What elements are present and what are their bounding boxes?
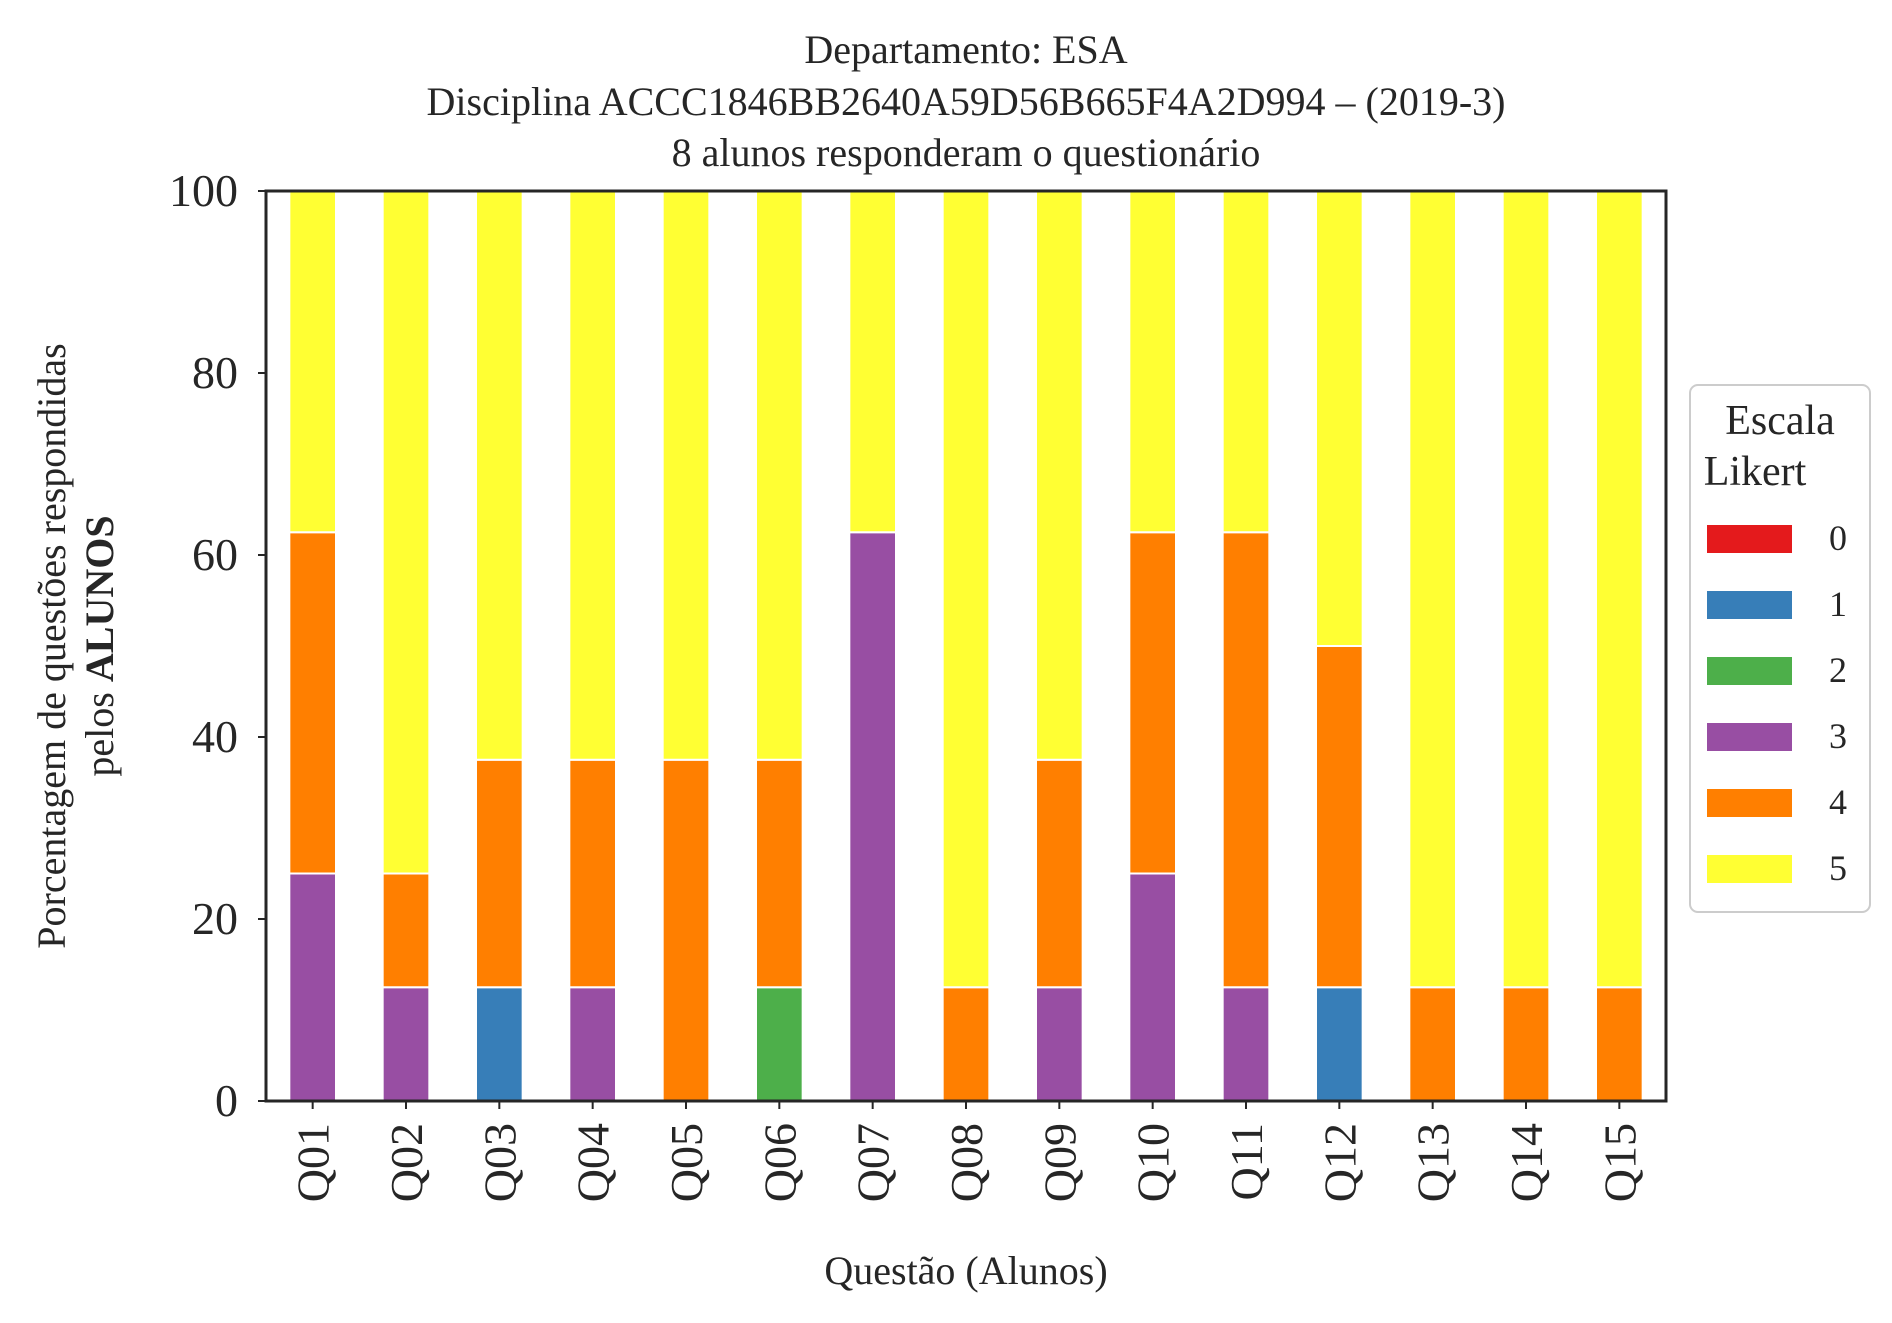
legend-swatch-5 bbox=[1707, 855, 1792, 883]
x-tick-label-q03: Q03 bbox=[474, 1123, 525, 1202]
x-tick-label-q12: Q12 bbox=[1314, 1123, 1365, 1202]
bar-segment-q04-scale-3 bbox=[568, 986, 617, 1102]
bar-segment-q10-scale-3 bbox=[1128, 872, 1178, 1102]
legend-label-0: 0 bbox=[1829, 518, 1847, 558]
legend-label-5: 5 bbox=[1829, 848, 1847, 888]
bar-segment-q05-scale-5 bbox=[661, 190, 711, 761]
bar-segment-q15-scale-4 bbox=[1595, 986, 1644, 1102]
y-axis-label: Porcentagem de questões respondidas pelo… bbox=[29, 343, 122, 948]
plot-area-frame bbox=[264, 189, 1668, 1103]
bar-segment-q08-scale-4 bbox=[941, 986, 991, 1102]
bar-segment-q02-scale-4 bbox=[381, 872, 431, 989]
bar-segment-q11-scale-3 bbox=[1221, 986, 1271, 1102]
bar-segment-q08-scale-5 bbox=[941, 190, 991, 989]
x-tick-label-q13: Q13 bbox=[1408, 1123, 1459, 1202]
bar-segment-q01-scale-4 bbox=[288, 531, 338, 875]
legend-label-2: 2 bbox=[1829, 650, 1847, 690]
bar-segment-q09-scale-3 bbox=[1035, 986, 1084, 1102]
legend-title-line-2: Likert bbox=[1704, 449, 1807, 495]
bar-segment-q02-scale-3 bbox=[381, 986, 431, 1102]
title-line-3: 8 alunos responderam o questionário bbox=[672, 130, 1261, 175]
legend-swatch-1 bbox=[1707, 591, 1792, 619]
bar-segment-q06-scale-2 bbox=[755, 986, 804, 1102]
legend-swatch-2 bbox=[1707, 657, 1792, 685]
bar-segment-q04-scale-5 bbox=[568, 190, 617, 761]
legend-swatch-3 bbox=[1707, 723, 1792, 751]
bar-segment-q14-scale-4 bbox=[1501, 986, 1551, 1102]
x-tick-label-q14: Q14 bbox=[1501, 1123, 1552, 1202]
title-line-1: Departamento: ESA bbox=[804, 27, 1127, 72]
bar-segment-q12-scale-4 bbox=[1315, 645, 1364, 989]
bar-segment-q12-scale-5 bbox=[1315, 190, 1364, 647]
bar-segment-q07-scale-5 bbox=[848, 190, 897, 534]
y-axis-label-line-1: Porcentagem de questões respondidas bbox=[29, 343, 74, 948]
legend-label-3: 3 bbox=[1829, 716, 1847, 756]
y-axis-label-line-2: pelos ALUNOS bbox=[77, 515, 122, 776]
x-tick-label-q10: Q10 bbox=[1128, 1123, 1179, 1202]
bars-group bbox=[288, 190, 1644, 1102]
bar-segment-q07-scale-3 bbox=[848, 531, 897, 1102]
x-tick-label-q08: Q08 bbox=[941, 1123, 992, 1202]
legend-frame bbox=[1689, 384, 1871, 913]
y-tick-label-0: 0 bbox=[215, 1075, 238, 1126]
bar-segment-q15-scale-5 bbox=[1595, 190, 1644, 989]
bar-segment-q09-scale-5 bbox=[1035, 190, 1084, 761]
x-tick-label-q07: Q07 bbox=[848, 1123, 899, 1202]
title-line-2: Disciplina ACCC1846BB2640A59D56B665F4A2D… bbox=[427, 79, 1506, 124]
y-tick-label-20: 20 bbox=[192, 893, 238, 944]
bar-segment-q11-scale-5 bbox=[1221, 190, 1271, 534]
y-tick-label-100: 100 bbox=[169, 165, 238, 216]
bar-segment-q09-scale-4 bbox=[1035, 758, 1084, 989]
bar-segment-q05-scale-4 bbox=[661, 758, 711, 1102]
legend-items: 0 1 2 3 4 5 bbox=[1707, 518, 1847, 888]
y-axis-ticks: 0 20 40 60 80 100 bbox=[169, 165, 266, 1126]
bar-segment-q03-scale-5 bbox=[475, 190, 524, 761]
x-axis-ticks: Q01 Q02 Q03 Q04 Q05 Q06 Q07 Q08 Q09 Q10 Q11 Q12 Q13 Q… bbox=[288, 1101, 1645, 1202]
x-tick-label-q09: Q09 bbox=[1034, 1123, 1085, 1202]
legend: Escala Likert 0 1 2 3 4 5 bbox=[1689, 384, 1871, 913]
bar-segment-q01-scale-5 bbox=[288, 190, 338, 534]
x-tick-label-q06: Q06 bbox=[754, 1123, 805, 1202]
bar-segment-q14-scale-5 bbox=[1501, 190, 1551, 989]
bar-segment-q03-scale-4 bbox=[475, 758, 524, 989]
bar-segment-q13-scale-5 bbox=[1408, 190, 1458, 989]
bar-segment-q03-scale-1 bbox=[475, 986, 524, 1102]
legend-swatch-4 bbox=[1707, 789, 1792, 817]
bar-segment-q04-scale-4 bbox=[568, 758, 617, 989]
x-tick-label-q15: Q15 bbox=[1594, 1123, 1645, 1202]
bar-segment-q13-scale-4 bbox=[1408, 986, 1458, 1102]
legend-label-1: 1 bbox=[1829, 584, 1847, 624]
bar-segment-q10-scale-5 bbox=[1128, 190, 1178, 534]
x-axis-label: Questão (Alunos) bbox=[824, 1248, 1107, 1293]
bar-segment-q10-scale-4 bbox=[1128, 531, 1178, 875]
legend-title-line-1: Escala bbox=[1725, 398, 1835, 444]
x-tick-label-q02: Q02 bbox=[381, 1123, 432, 1202]
y-tick-label-80: 80 bbox=[192, 347, 238, 398]
legend-label-4: 4 bbox=[1829, 782, 1847, 822]
x-tick-label-q11: Q11 bbox=[1221, 1123, 1272, 1201]
x-tick-label-q04: Q04 bbox=[568, 1123, 619, 1202]
x-tick-label-q05: Q05 bbox=[661, 1123, 712, 1202]
bar-segment-q02-scale-5 bbox=[381, 190, 431, 875]
bar-segment-q12-scale-1 bbox=[1315, 986, 1364, 1102]
y-axis-label-prefix: pelos bbox=[77, 682, 122, 776]
y-axis-label-bold: ALUNOS bbox=[77, 515, 122, 682]
x-tick-label-q01: Q01 bbox=[288, 1123, 339, 1202]
legend-swatch-0 bbox=[1707, 525, 1792, 553]
bar-segment-q06-scale-5 bbox=[755, 190, 804, 761]
y-tick-label-40: 40 bbox=[192, 711, 238, 762]
y-tick-label-60: 60 bbox=[192, 529, 238, 580]
bar-segment-q11-scale-4 bbox=[1221, 531, 1271, 989]
bar-segment-q06-scale-4 bbox=[755, 758, 804, 989]
bar-segment-q01-scale-3 bbox=[288, 872, 338, 1102]
chart-title: Departamento: ESA Disciplina ACCC1846BB2… bbox=[427, 27, 1506, 175]
